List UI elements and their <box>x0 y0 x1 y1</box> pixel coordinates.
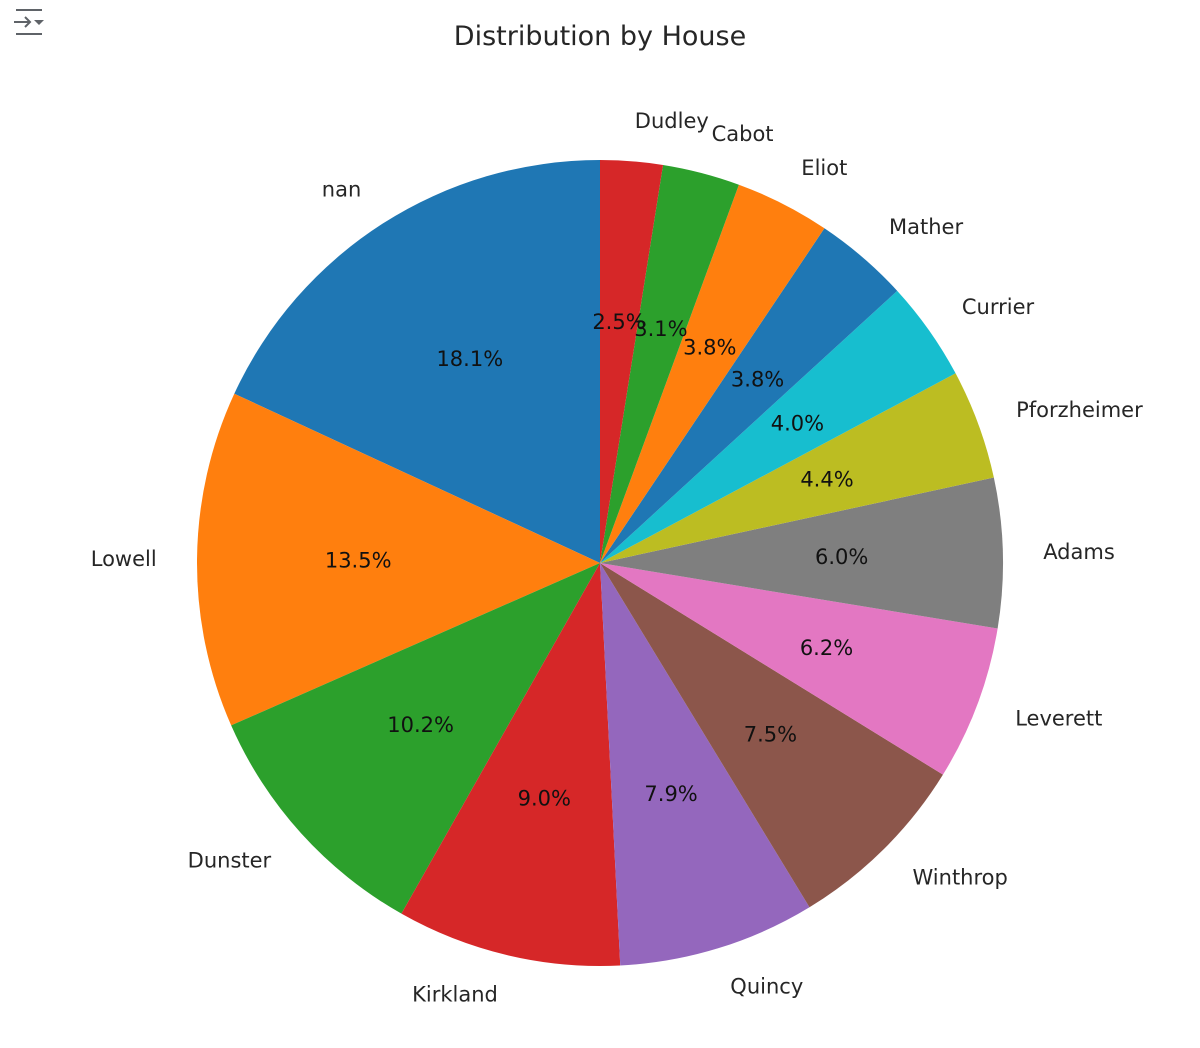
pie-slice-pforzheimer <box>600 373 994 563</box>
pie-slices <box>197 160 1003 966</box>
pie-slice-nan <box>234 160 600 563</box>
pie-labels: nan 18.1% Lowell 13.5% Dunster 10.2% Kirkland 9… <box>91 109 1143 1006</box>
slice-label-kirkland: Kirkland <box>412 982 498 1006</box>
slice-label-dunster: Dunster <box>188 848 272 872</box>
slice-label-winthrop: Winthrop <box>913 865 1008 889</box>
pie-slice-dunster <box>231 563 600 914</box>
slice-label-mather: Mather <box>889 215 963 239</box>
pie-slice-winthrop <box>600 563 943 908</box>
slice-label-eliot: Eliot <box>801 156 847 180</box>
slice-pct-quincy: 7.9% <box>644 782 697 806</box>
slice-pct-currier: 4.0% <box>771 411 824 435</box>
slice-label-lowell: Lowell <box>91 547 157 571</box>
slice-pct-lowell: 13.5% <box>325 549 392 573</box>
pie-slice-dudley <box>600 160 664 563</box>
chart-title: Distribution by House <box>454 21 746 52</box>
slice-pct-adams: 6.0% <box>815 545 868 569</box>
slice-pct-eliot: 3.8% <box>683 336 736 360</box>
pie-slice-leverett <box>600 563 998 775</box>
slice-pct-cabot: 3.1% <box>634 317 687 341</box>
pie-slice-quincy <box>600 563 810 966</box>
pie-slice-adams <box>600 477 1003 629</box>
slice-pct-nan: 18.1% <box>436 347 503 371</box>
slice-pct-mather: 3.8% <box>731 368 784 392</box>
slice-label-dudley: Dudley <box>635 109 709 133</box>
slice-label-quincy: Quincy <box>730 975 803 999</box>
pie-slice-kirkland <box>401 563 621 966</box>
slice-label-leverett: Leverett <box>1015 706 1102 730</box>
pie-slice-mather <box>600 228 898 563</box>
pie-slice-lowell <box>197 393 600 726</box>
slice-pct-winthrop: 7.5% <box>744 723 797 747</box>
slice-label-pforzheimer: Pforzheimer <box>1016 398 1143 422</box>
pie-slice-currier <box>600 290 956 563</box>
slice-pct-pforzheimer: 4.4% <box>800 468 853 492</box>
slice-label-adams: Adams <box>1043 540 1115 564</box>
pie-slice-eliot <box>600 184 825 563</box>
slice-pct-leverett: 6.2% <box>800 636 853 660</box>
slice-pct-kirkland: 9.0% <box>518 786 571 810</box>
pie-slice-cabot <box>600 164 739 563</box>
slice-label-currier: Currier <box>962 295 1035 319</box>
slice-pct-dunster: 10.2% <box>387 713 454 737</box>
slice-pct-dudley: 2.5% <box>592 310 645 334</box>
slice-label-nan: nan <box>322 178 362 202</box>
slice-label-cabot: Cabot <box>712 122 774 146</box>
output-collapse-icon[interactable] <box>12 6 48 38</box>
